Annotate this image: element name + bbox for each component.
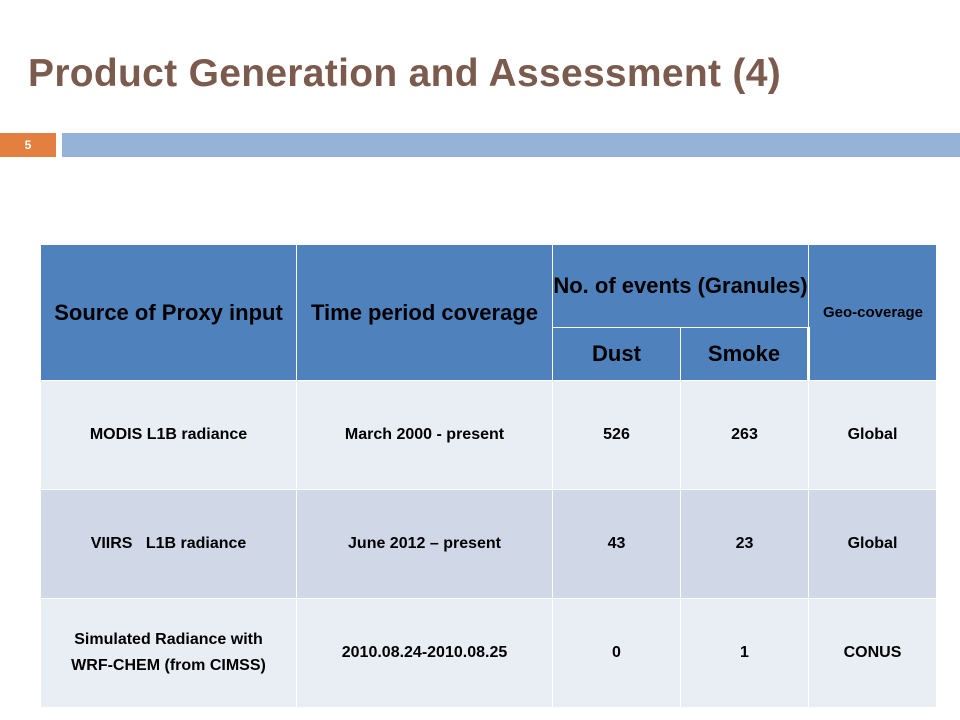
cell-time: March 2000 - present bbox=[296, 380, 553, 490]
proxy-input-table: Source of Proxy input Time period covera… bbox=[40, 244, 937, 708]
cell-dust: 526 bbox=[552, 380, 681, 490]
header-band bbox=[62, 133, 960, 157]
cell-dust: 43 bbox=[552, 489, 681, 599]
header-time-period: Time period coverage bbox=[296, 244, 553, 381]
slide-title: Product Generation and Assessment (4) bbox=[28, 52, 781, 95]
header-dust: Dust bbox=[552, 327, 681, 381]
table-row: VIIRS L1B radiance June 2012 – present 4… bbox=[40, 489, 937, 599]
table-row: Simulated Radiance with WRF-CHEM (from C… bbox=[40, 598, 937, 708]
cell-geo: Global bbox=[808, 380, 937, 490]
header-source: Source of Proxy input bbox=[40, 244, 297, 381]
slide-number: 5 bbox=[0, 133, 56, 157]
header-events: No. of events (Granules) bbox=[552, 244, 809, 328]
cell-geo: CONUS bbox=[808, 598, 937, 708]
cell-smoke: 263 bbox=[680, 380, 809, 490]
cell-dust: 0 bbox=[552, 598, 681, 708]
cell-source: MODIS L1B radiance bbox=[40, 380, 297, 490]
cell-time: 2010.08.24-2010.08.25 bbox=[296, 598, 553, 708]
header-smoke: Smoke bbox=[680, 327, 810, 381]
cell-smoke: 1 bbox=[680, 598, 809, 708]
cell-source: VIIRS L1B radiance bbox=[40, 489, 297, 599]
cell-smoke: 23 bbox=[680, 489, 809, 599]
header-geo-coverage: Geo-coverage bbox=[808, 244, 937, 381]
table-row: MODIS L1B radiance March 2000 - present … bbox=[40, 380, 937, 490]
cell-geo: Global bbox=[808, 489, 937, 599]
cell-time: June 2012 – present bbox=[296, 489, 553, 599]
cell-source: Simulated Radiance with WRF-CHEM (from C… bbox=[40, 598, 297, 708]
